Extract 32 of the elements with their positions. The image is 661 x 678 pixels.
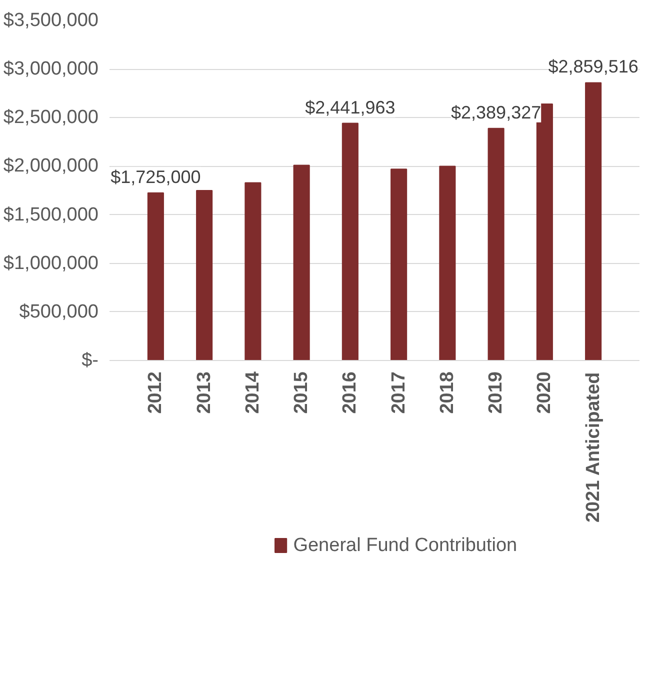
x-tick-label: 2019	[486, 371, 507, 414]
x-tick-label: 2015	[291, 371, 312, 414]
y-tick-label: $3,500,000	[3, 10, 98, 31]
x-tick-label: 2017	[388, 371, 410, 414]
y-tick-label: $1,500,000	[3, 204, 98, 226]
bar	[342, 122, 358, 360]
bar	[293, 164, 310, 360]
bar	[488, 128, 504, 360]
data-label: $2,859,516	[548, 56, 638, 77]
x-tick-label: 2014	[242, 371, 264, 414]
y-tick-label: $500,000	[19, 301, 99, 322]
bar	[147, 192, 164, 360]
x-tick-label: 2020	[534, 371, 556, 414]
data-label: $1,725,000	[110, 166, 201, 187]
data-label: $2,441,963	[305, 97, 396, 118]
y-tick-label: $2,000,000	[3, 156, 98, 177]
bar	[585, 82, 602, 360]
y-tick-label: $3,000,000	[3, 58, 98, 80]
x-tick-label: 2021 Anticipated	[582, 372, 604, 522]
bar	[439, 166, 456, 360]
y-tick-label: $2,500,000	[3, 107, 98, 128]
y-tick-label: $1,000,000	[3, 252, 98, 274]
bar	[390, 168, 408, 360]
bar	[196, 190, 213, 360]
legend-label: General Fund Contribution	[293, 535, 518, 556]
x-tick-label: 2013	[194, 371, 215, 414]
x-tick-label: 2016	[340, 371, 361, 414]
x-tick-label: 2012	[145, 371, 166, 414]
bar	[244, 182, 262, 360]
x-tick-label: 2018	[436, 371, 458, 414]
data-label: $2,389,327	[451, 102, 542, 122]
y-tick-label: $-	[82, 350, 99, 371]
